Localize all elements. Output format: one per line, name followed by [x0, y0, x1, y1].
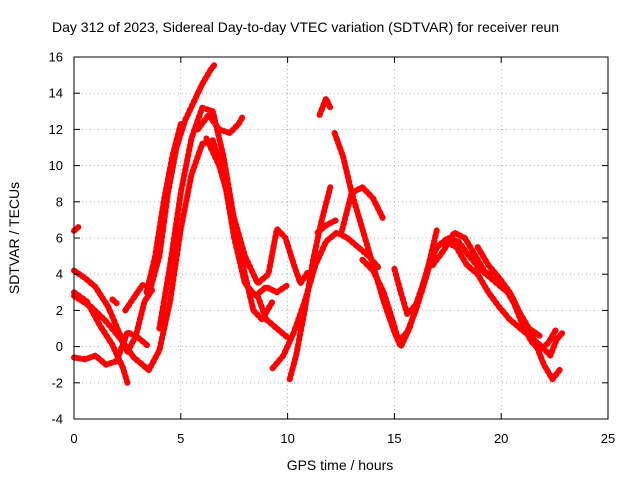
- axis-ticks: [73, 56, 609, 420]
- series-track-1: [71, 224, 82, 234]
- x-tick-label: 25: [601, 431, 615, 446]
- x-tick-label: 5: [177, 431, 184, 446]
- x-tick-label: 15: [387, 431, 401, 446]
- y-axis-label: SDTVAR / TECUs: [6, 182, 22, 294]
- series-track-9: [156, 104, 276, 332]
- y-tick-label: 14: [49, 86, 63, 101]
- y-tick-label: -4: [51, 412, 63, 427]
- series-track-20: [391, 225, 441, 317]
- series-track-13: [269, 229, 383, 372]
- x-axis-label: GPS time / hours: [287, 457, 394, 473]
- series-track-12: [254, 292, 291, 341]
- series-track-15: [314, 216, 340, 236]
- plot-series-group: [71, 61, 567, 386]
- x-tick-label: 10: [280, 431, 294, 446]
- y-tick-label: 2: [56, 303, 63, 318]
- series-track-11: [203, 135, 312, 287]
- y-tick-label: 8: [56, 194, 63, 209]
- y-tick-label: 4: [56, 267, 63, 282]
- series-track-14: [286, 184, 334, 383]
- series-track-22: [468, 253, 494, 278]
- series-track-10: [194, 111, 246, 136]
- series-track-6: [109, 296, 120, 307]
- y-tick-label: 10: [49, 158, 63, 173]
- y-tick-label: 6: [56, 231, 63, 246]
- tick-labels: 0 5 10 15 20 25 -4 -2 0 2 4 6 8 10 12 14 16: [49, 50, 616, 447]
- series-track-5: [71, 329, 152, 368]
- chart-title: Day 312 of 2023, Sidereal Day-to-day VTE…: [52, 19, 559, 35]
- series-track-2: [71, 267, 156, 355]
- series-track-8: [143, 121, 184, 296]
- x-tick-label: 20: [494, 431, 508, 446]
- series-track-16: [316, 95, 334, 118]
- y-tick-label: 16: [49, 50, 63, 65]
- series-track-18: [338, 184, 387, 238]
- y-tick-label: 0: [56, 339, 63, 354]
- y-tick-label: 12: [49, 122, 63, 137]
- x-tick-label: 0: [70, 431, 77, 446]
- series-track-19: [359, 238, 567, 359]
- series-track-23: [474, 244, 560, 354]
- y-tick-label: -2: [51, 375, 63, 390]
